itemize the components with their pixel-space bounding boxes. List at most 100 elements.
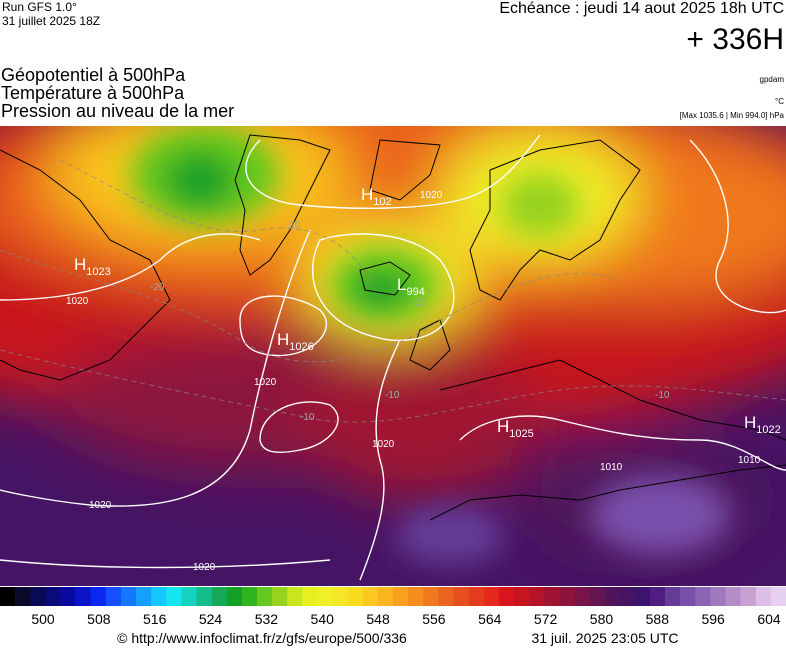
map-title: Géopotentiel à 500hPa: [1, 65, 186, 85]
isobar-label: 1010: [600, 462, 623, 473]
forecast-valid-time: Echéance : jeudi 14 aout 2025 18h UTC: [499, 0, 784, 17]
color-swatch: [393, 587, 409, 606]
scale-label: 540: [311, 611, 335, 627]
color-swatch: [256, 587, 273, 606]
source-url: © http://www.infoclimat.fr/z/gfs/europe/…: [117, 630, 407, 646]
scale-label: 604: [757, 611, 781, 627]
scale-label: 516: [143, 611, 167, 627]
center-type: H: [277, 330, 289, 349]
color-swatch: [377, 587, 394, 606]
color-swatch: [151, 587, 167, 606]
color-swatch: [665, 587, 681, 606]
color-swatch: [468, 587, 484, 606]
isotherm-label: -10: [385, 390, 400, 401]
scale-label: 500: [31, 611, 55, 627]
color-swatch: [544, 587, 560, 606]
map-units: gpdam °C [Max 1035.6 | Min 994.0] hPa: [680, 75, 785, 120]
scale-label: 556: [422, 611, 446, 627]
color-swatch: [453, 587, 469, 606]
color-swatch: [120, 587, 137, 606]
color-swatch: [226, 587, 243, 606]
color-swatch: [15, 587, 31, 606]
color-swatch: [60, 587, 76, 606]
scale-label: 532: [255, 611, 279, 627]
center-value: 1023: [86, 266, 110, 278]
color-swatch: [589, 587, 605, 606]
color-scale: 500 508 516 524 532 540 548 556 564 572 580 588 596 6…: [0, 587, 786, 627]
color-swatch: [680, 587, 696, 606]
map-field: [0, 125, 786, 586]
color-swatch: [136, 587, 152, 606]
center-type: H: [497, 417, 509, 436]
color-swatch: [755, 587, 772, 606]
color-swatch: [619, 587, 636, 606]
color-swatch: [770, 587, 786, 606]
map-title: Température à 500hPa: [1, 83, 185, 103]
color-swatch: [196, 587, 212, 606]
color-swatch: [302, 587, 318, 606]
isotherm-label: -20: [286, 220, 301, 231]
color-swatch: [695, 587, 711, 606]
color-swatch: [498, 587, 515, 606]
color-swatch: [438, 587, 454, 606]
color-swatch: [166, 587, 182, 606]
color-swatch: [559, 587, 575, 606]
color-swatch: [408, 587, 424, 606]
color-swatch: [362, 587, 379, 606]
pressure-center: H1025: [497, 417, 534, 440]
color-swatch: [513, 587, 530, 606]
center-value: 1026: [289, 341, 313, 353]
forecast-horizon: + 336H: [686, 23, 784, 56]
run-label: Run GFS 1.0°: [2, 0, 77, 14]
generation-time: 31 juil. 2025 23:05 UTC: [531, 630, 678, 646]
color-swatch: [181, 587, 197, 606]
color-swatch: [423, 587, 439, 606]
pressure-center: L994: [397, 275, 425, 298]
color-swatch: [740, 587, 757, 606]
color-swatch: [272, 587, 288, 606]
scale-label: 508: [87, 611, 111, 627]
isobar-label: 1020: [372, 439, 395, 450]
pressure-center: H102: [361, 185, 392, 208]
run-date: 31 juillet 2025 18Z: [2, 14, 100, 28]
isobar-label: 1020: [193, 562, 216, 573]
color-swatch: [45, 587, 61, 606]
color-swatch: [710, 587, 726, 606]
color-swatch: [529, 587, 545, 606]
center-type: H: [74, 255, 86, 274]
isobar-label: 1020: [89, 500, 112, 511]
pressure-center: H1023: [74, 255, 111, 278]
color-swatch: [30, 587, 46, 606]
isobar-label: 1020: [420, 190, 443, 201]
unit-label: gpdam: [760, 75, 785, 84]
unit-label: [Max 1035.6 | Min 994.0] hPa: [680, 111, 785, 120]
pressure-center: H1022: [744, 413, 781, 436]
color-swatch: [725, 587, 741, 606]
map-title: Pression au niveau de la mer: [1, 101, 234, 121]
pressure-center: H1026: [277, 330, 314, 353]
isobar-label: 1010: [738, 455, 761, 466]
center-value: 994: [406, 286, 424, 298]
color-swatch: [604, 587, 621, 606]
scale-label: 564: [478, 611, 502, 627]
color-swatch: [649, 587, 666, 606]
scale-label: 548: [366, 611, 390, 627]
unit-label: °C: [775, 97, 784, 106]
color-swatch: [0, 587, 16, 606]
isotherm-label: -20: [150, 282, 165, 293]
isotherm-label: -10: [655, 390, 670, 401]
center-type: H: [361, 185, 373, 204]
center-value: 1022: [756, 424, 780, 436]
scale-label: 572: [534, 611, 558, 627]
scale-label: 588: [646, 611, 670, 627]
isotherm-label: -10: [300, 412, 315, 423]
center-value: 102: [373, 196, 391, 208]
isotherm-label: -20: [412, 298, 427, 309]
color-swatch: [287, 587, 303, 606]
color-swatch: [574, 587, 590, 606]
scale-label: 524: [199, 611, 223, 627]
center-value: 1025: [509, 428, 533, 440]
color-swatch: [211, 587, 228, 606]
